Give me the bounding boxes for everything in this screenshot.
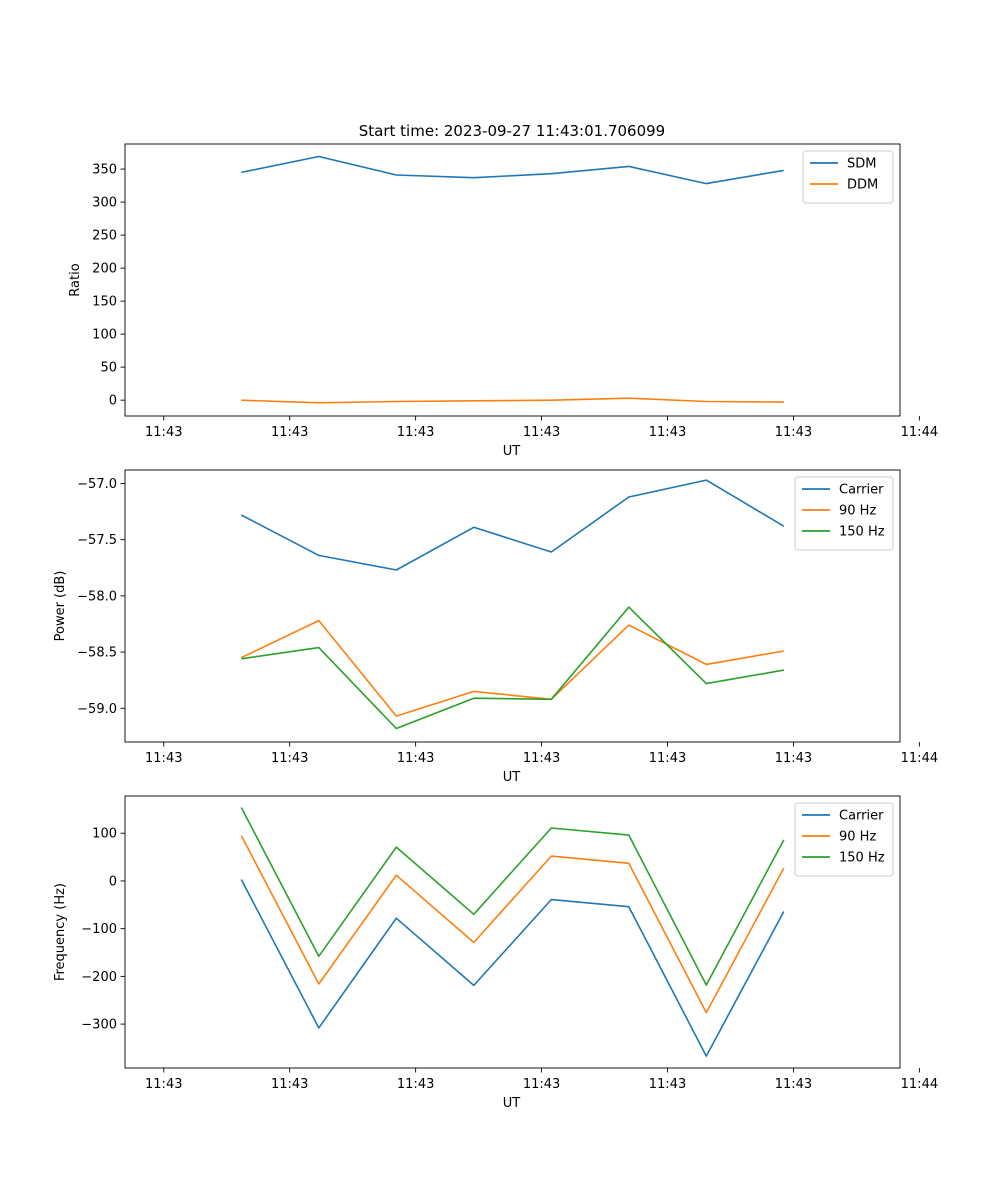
x-tick-label: 11:43: [145, 1077, 182, 1092]
series-line-150-hz: [241, 606, 784, 730]
y-axis-label: Power (dB): [53, 571, 68, 642]
series-line-90-hz: [240, 619, 784, 717]
x-tick-label: 11:43: [523, 751, 560, 766]
legend-entry: Carrier: [839, 809, 884, 824]
x-tick-label: 11:43: [649, 425, 686, 440]
x-tick-label: 11:43: [775, 1077, 812, 1092]
legend-entry: DDM: [847, 178, 878, 193]
legend-entry: SDM: [847, 157, 876, 172]
x-tick-label: 11:43: [775, 751, 812, 766]
legend-entry: 90 Hz: [839, 830, 876, 845]
chart-panel-2: 11:43 11:43 11:43 11:43 11:43 11:43 11:44 −59.0…: [53, 469, 938, 785]
y-tick-label: −200: [81, 970, 117, 985]
x-tick-label: 11:43: [271, 751, 308, 766]
x-tick-label: 11:43: [271, 425, 308, 440]
x-tick-label: 11:43: [523, 425, 560, 440]
series-line-sdm: [241, 155, 784, 185]
chart-panel-1: 11:43 11:43 11:43 11:43 11:43 11:43 11:44 0 50 10…: [68, 143, 938, 459]
x-tick-label: 11:43: [775, 425, 812, 440]
x-tick-label: 11:43: [397, 425, 434, 440]
axes-frame: [124, 469, 901, 743]
y-tick-label: 0: [109, 874, 117, 889]
series-line-carrier: [240, 479, 785, 571]
chart-panel-3: 11:43 11:43 11:43 11:43 11:43 11:43 11:44 −300 −…: [53, 795, 938, 1111]
legend-entry: 90 Hz: [839, 504, 876, 519]
panels: 11:43 11:43 11:43 11:43 11:43 11:43 11:44 0 50 10…: [53, 143, 938, 1111]
legend-box: [802, 150, 894, 204]
x-tick-label: 11:44: [901, 1077, 938, 1092]
axes-frame: [124, 795, 901, 1069]
axes-frame: [124, 143, 901, 417]
x-tick-label: 11:43: [145, 425, 182, 440]
y-axis-label: Frequency (Hz): [53, 883, 68, 981]
y-tick-label: 100: [92, 827, 117, 842]
series-line-90-hz: [240, 835, 785, 1014]
legend-entry: Carrier: [839, 483, 884, 498]
y-tick-label: −57.0: [77, 477, 117, 492]
x-tick-label: 11:43: [649, 1077, 686, 1092]
y-tick-label: 250: [92, 229, 117, 244]
y-tick-label: 350: [92, 163, 117, 178]
y-tick-label: −59.0: [77, 702, 117, 717]
legend-entry: 150 Hz: [839, 525, 885, 540]
x-tick-label: 11:43: [523, 1077, 560, 1092]
x-tick-label: 11:43: [397, 1077, 434, 1092]
y-tick-label: 100: [92, 328, 117, 343]
y-axis-label: Ratio: [68, 263, 83, 296]
x-axis-label: UT: [503, 444, 521, 459]
series-line-150-hz: [240, 807, 785, 986]
x-tick-label: 11:44: [901, 425, 938, 440]
y-tick-label: 50: [100, 361, 117, 376]
x-tick-label: 11:43: [271, 1077, 308, 1092]
x-tick-label: 11:43: [397, 751, 434, 766]
y-tick-label: −58.5: [77, 646, 117, 661]
legend: SDM DDM: [802, 150, 894, 204]
y-tick-label: 300: [92, 196, 117, 211]
legend: Carrier 90 Hz 150 Hz: [794, 476, 894, 551]
series-line-carrier: [240, 879, 785, 1057]
y-tick-label: 0: [109, 394, 117, 409]
y-tick-label: −58.0: [77, 589, 117, 604]
y-tick-label: 150: [92, 295, 117, 310]
y-tick-label: −300: [81, 1018, 117, 1033]
y-tick-label: −100: [81, 922, 117, 937]
series-line-ddm: [241, 397, 784, 404]
x-tick-label: 11:43: [649, 751, 686, 766]
x-tick-label: 11:44: [901, 751, 938, 766]
y-tick-label: −57.5: [77, 533, 117, 548]
x-axis-label: UT: [503, 1096, 521, 1111]
figure-title: Start time: 2023-09-27 11:43:01.706099: [359, 122, 665, 140]
x-axis-label: UT: [503, 770, 521, 785]
y-tick-label: 200: [92, 262, 117, 277]
legend-entry: 150 Hz: [839, 851, 885, 866]
legend: Carrier 90 Hz 150 Hz: [794, 802, 894, 877]
x-tick-label: 11:43: [145, 751, 182, 766]
